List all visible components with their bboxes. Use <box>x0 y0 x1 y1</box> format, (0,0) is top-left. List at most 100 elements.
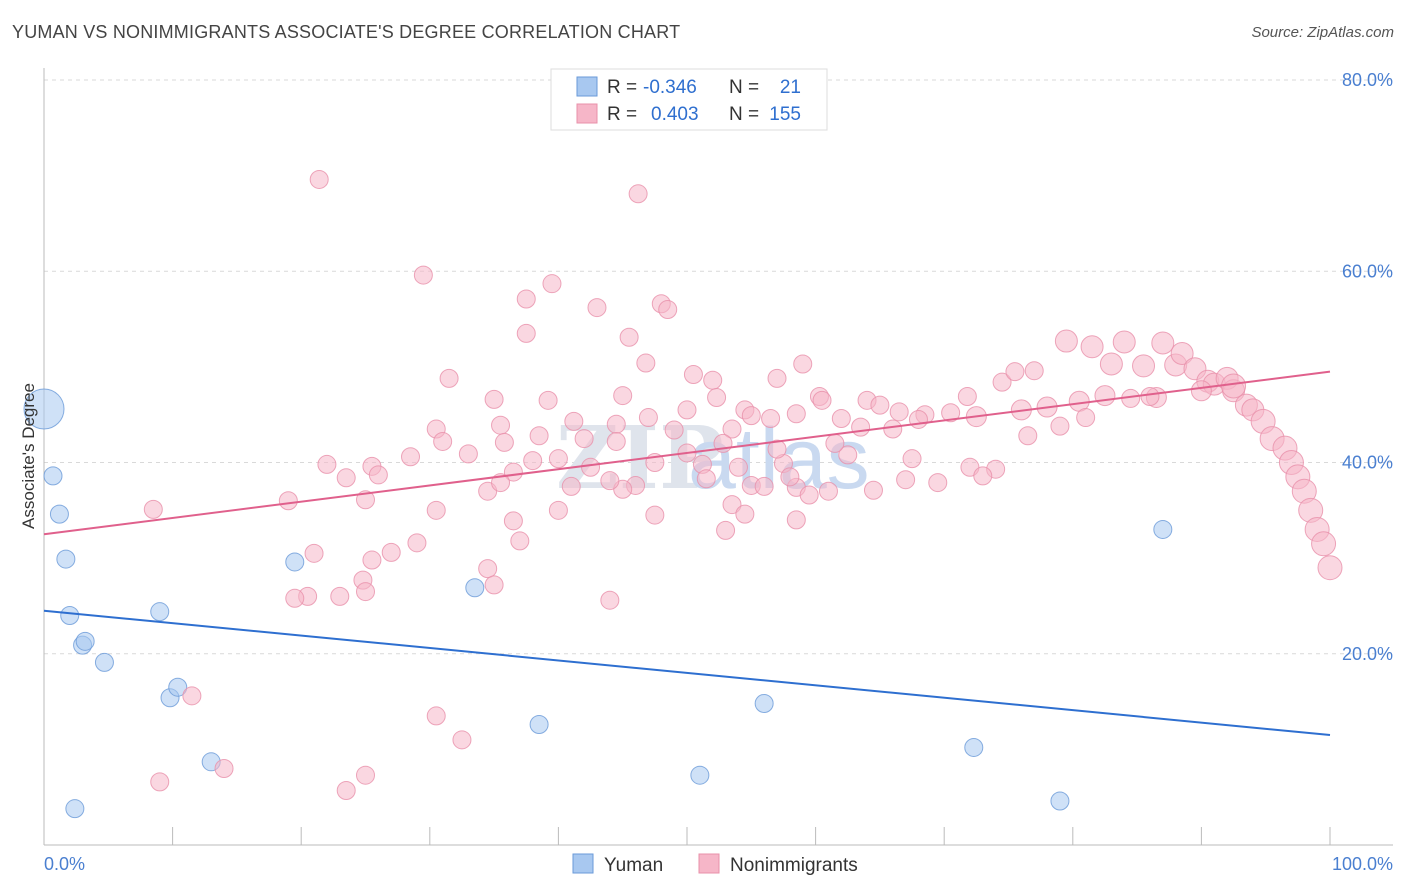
nonimmigrants-point <box>413 265 433 285</box>
legend-n-value-yuman: 21 <box>780 77 801 98</box>
y-tick-label: 40.0% <box>1342 453 1393 473</box>
nonimmigrants-point <box>957 387 977 407</box>
nonimmigrants-point <box>786 404 806 424</box>
nonimmigrants-point <box>317 454 337 474</box>
yuman-point <box>49 504 69 524</box>
nonimmigrants-point <box>182 686 202 706</box>
nonimmigrants-point <box>754 476 774 496</box>
yuman-point <box>65 799 85 819</box>
y-tick-label: 80.0% <box>1342 70 1393 90</box>
y-tick-label: 20.0% <box>1342 644 1393 664</box>
legend-r-label-nonimmigrants: R = <box>607 104 637 125</box>
nonimmigrants-point <box>458 444 478 464</box>
nonimmigrants-point <box>309 169 329 189</box>
nonimmigrants-point <box>523 451 543 471</box>
nonimmigrants-point <box>1018 426 1038 446</box>
legend-swatch-yuman <box>576 76 598 97</box>
nonimmigrants-point <box>767 368 787 388</box>
nonimmigrants-point <box>908 409 928 429</box>
nonimmigrants-point <box>1054 329 1078 353</box>
legend-n-value-nonimmigrants: 155 <box>769 104 801 125</box>
nonimmigrants-point <box>362 550 382 570</box>
nonimmigrants-point <box>1005 362 1025 382</box>
nonimmigrants-point <box>825 433 845 453</box>
nonimmigrants-point <box>1024 361 1044 381</box>
yuman-point <box>690 765 710 785</box>
nonimmigrants-point <box>304 543 324 563</box>
nonimmigrants-point <box>793 354 813 374</box>
nonimmigrants-point <box>1311 531 1337 557</box>
nonimmigrants-point <box>883 419 903 439</box>
nonimmigrants-point <box>356 582 375 602</box>
nonimmigrants-point <box>510 531 530 551</box>
nonimmigrants-point <box>278 491 298 511</box>
source-label: Source: ZipAtlas.com <box>1251 24 1394 41</box>
nonimmigrants-point <box>818 481 838 501</box>
nonimmigrants-point <box>703 370 723 390</box>
nonimmigrants-point <box>722 495 742 515</box>
x-tick-min: 0.0% <box>44 854 85 874</box>
nonimmigrants-point <box>636 353 656 373</box>
nonimmigrants-point <box>426 706 446 726</box>
nonimmigrants-point <box>452 730 472 750</box>
y-tick-labels: 20.0% 40.0% 60.0% 80.0% <box>1342 70 1393 664</box>
yuman-trend-line <box>43 609 1331 737</box>
nonimmigrants-point <box>696 469 716 489</box>
yuman-point <box>1153 519 1173 539</box>
nonimmigrants-point <box>619 327 639 347</box>
nonimmigrants-point <box>992 372 1012 392</box>
nonimmigrants-point <box>1140 387 1160 407</box>
nonimmigrants-point <box>902 449 922 469</box>
axes <box>43 68 1393 846</box>
nonimmigrants-point <box>564 411 584 431</box>
nonimmigrants-point <box>368 465 388 485</box>
yuman-point <box>60 606 80 625</box>
nonimmigrants-point <box>516 323 536 343</box>
nonimmigrants-point <box>677 400 697 420</box>
yuman-point <box>754 693 774 713</box>
yuman-point <box>94 652 114 672</box>
nonimmigrants-point <box>716 520 736 540</box>
nonimmigrants-point <box>143 499 163 519</box>
legend-r-value-nonimmigrants: 0.403 <box>651 104 699 125</box>
nonimmigrants-point <box>491 415 511 435</box>
yuman-point <box>168 677 188 697</box>
nonimmigrants-point <box>581 457 601 477</box>
nonimmigrants-point <box>548 449 568 469</box>
nonimmigrants-point <box>356 490 375 510</box>
nonimmigrants-point <box>1151 331 1175 355</box>
yuman-point <box>964 737 984 757</box>
nonimmigrants-point <box>214 759 234 778</box>
nonimmigrants-point <box>638 408 658 428</box>
nonimmigrants-point <box>741 406 761 426</box>
nonimmigrants-point <box>503 511 523 531</box>
yuman-point <box>56 549 76 569</box>
nonimmigrants-point <box>356 765 375 785</box>
nonimmigrants-point <box>664 420 684 440</box>
legend-swatch-nonimmigrants <box>576 103 598 124</box>
yuman-point <box>150 602 170 622</box>
legend-n-label-yuman: N = <box>729 77 759 98</box>
nonimmigrants-point <box>613 386 633 406</box>
legend-bottom-label-yuman: Yuman <box>604 855 663 876</box>
legend-n-label-nonimmigrants: N = <box>729 104 759 125</box>
yuman-point <box>465 578 485 598</box>
nonimmigrants-point <box>426 500 446 520</box>
nonimmigrants-point <box>574 429 594 449</box>
nonimmigrants-point <box>1094 385 1116 407</box>
nonimmigrants-point <box>529 426 549 446</box>
legend-bottom-swatch-yuman <box>572 853 594 874</box>
nonimmigrants-point <box>1099 352 1123 376</box>
nonimmigrants-point <box>606 431 626 451</box>
nonimmigrants-point <box>433 431 453 451</box>
nonimmigrants-point <box>606 414 626 434</box>
nonimmigrants-point <box>1132 354 1156 378</box>
yuman-point <box>285 552 305 572</box>
x-tick-max: 100.0% <box>1332 854 1393 874</box>
nonimmigrants-point <box>767 439 787 459</box>
yuman-point <box>43 466 63 486</box>
yuman-point <box>23 388 65 430</box>
nonimmigrants-point <box>484 389 504 409</box>
nonimmigrants-point <box>150 772 170 792</box>
